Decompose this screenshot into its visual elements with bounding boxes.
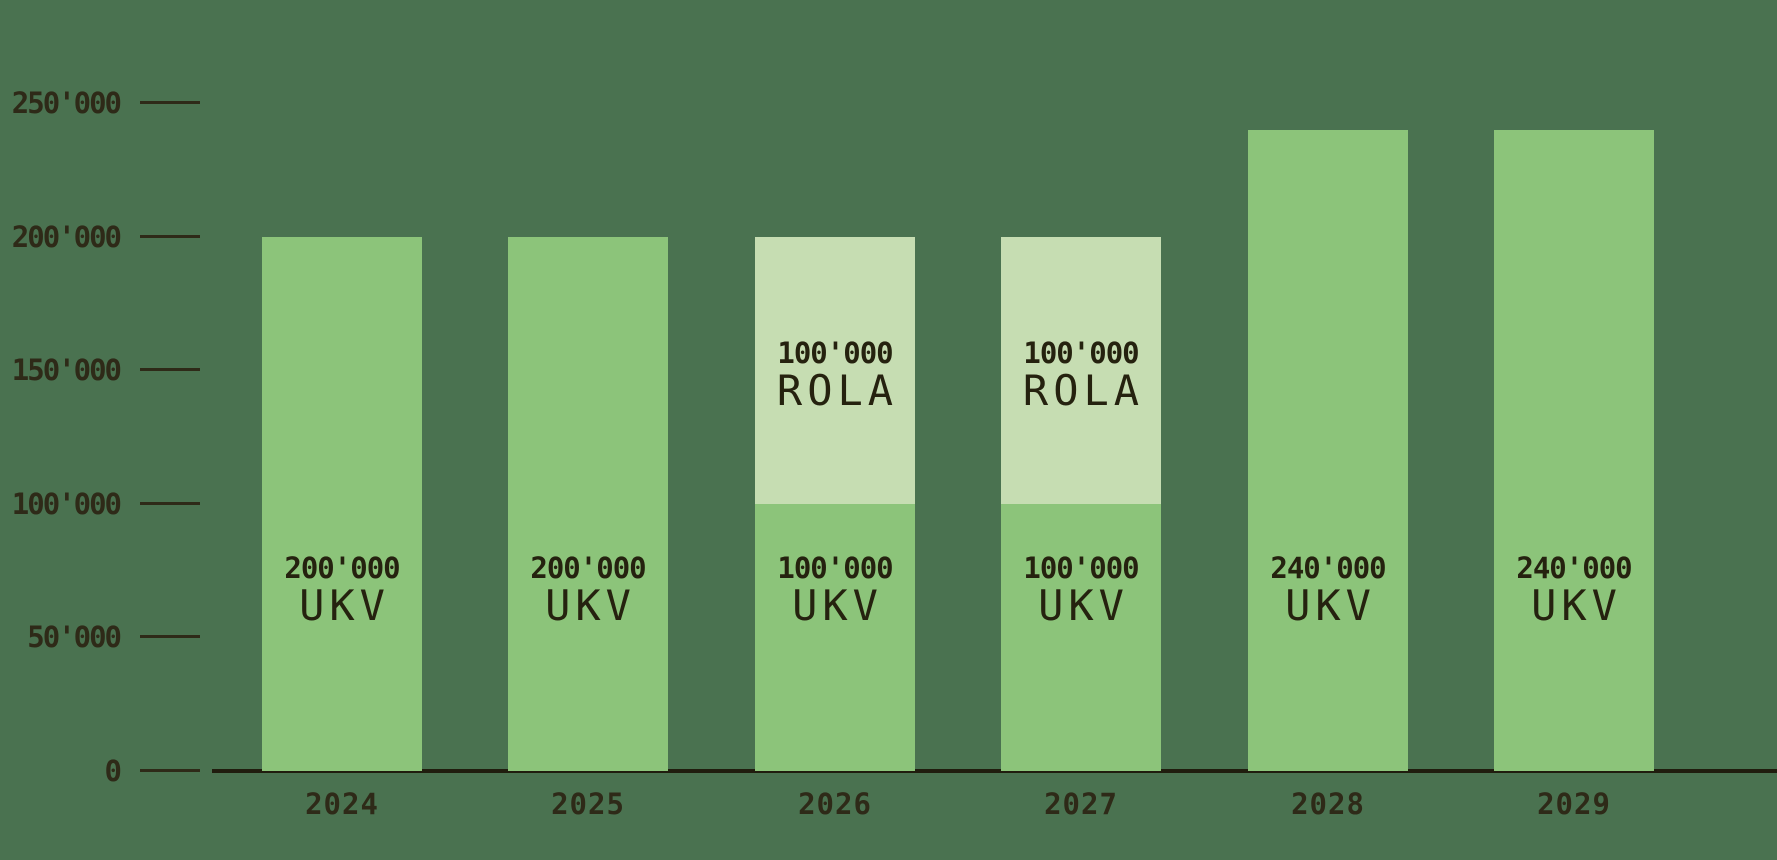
bar-label-ukv-2024: 200'000 UKV xyxy=(262,553,422,629)
bar-label-value: 240'000 xyxy=(1516,551,1632,585)
bar-label-value: 100'000 xyxy=(1023,336,1139,370)
bar-segment-ukv-2024 xyxy=(262,236,422,771)
y-tick-label-0: 0 xyxy=(104,754,122,788)
bar-2024 xyxy=(262,236,422,771)
bar-label-ukv-2026: 100'000 UKV xyxy=(755,553,915,629)
bar-2026 xyxy=(755,236,915,771)
bar-label-series: UKV xyxy=(299,581,390,630)
bar-label-value: 100'000 xyxy=(777,551,893,585)
x-tick-label-2024: 2024 xyxy=(305,787,379,821)
bar-segment-ukv-2025 xyxy=(508,236,668,771)
bar-label-ukv-2025: 200'000 UKV xyxy=(508,553,668,629)
bar-label-ukv-2028: 240'000 UKV xyxy=(1248,553,1408,629)
bar-label-ukv-2027: 100'000 UKV xyxy=(1001,553,1161,629)
bar-2027 xyxy=(1001,236,1161,771)
bar-label-series: UKV xyxy=(545,581,636,630)
bar-segment-rola-2027 xyxy=(1001,236,1161,504)
y-tick-mark-0 xyxy=(140,769,200,772)
bar-label-value: 100'000 xyxy=(777,336,893,370)
x-tick-label-2029: 2029 xyxy=(1537,787,1611,821)
bar-2029 xyxy=(1494,129,1654,771)
bar-label-series: ROLA xyxy=(1022,366,1145,415)
y-tick-label-200'000: 200'000 xyxy=(11,219,122,254)
bar-segment-ukv-2026 xyxy=(755,503,915,771)
bar-label-value: 240'000 xyxy=(1270,551,1386,585)
y-tick-mark-50'000 xyxy=(140,635,200,639)
bar-label-ukv-2029: 240'000 UKV xyxy=(1494,553,1654,629)
bar-2025 xyxy=(508,236,668,771)
x-tick-label-2025: 2025 xyxy=(551,787,625,821)
y-tick-label-50'000: 50'000 xyxy=(27,620,122,655)
bar-label-series: UKV xyxy=(1531,581,1622,630)
bar-label-series: UKV xyxy=(1285,581,1376,630)
x-tick-label-2028: 2028 xyxy=(1291,787,1365,821)
bar-label-value: 200'000 xyxy=(284,551,400,585)
bar-segment-rola-2026 xyxy=(755,236,915,504)
y-tick-mark-100'000 xyxy=(140,501,200,505)
x-axis-line xyxy=(212,769,1777,773)
y-tick-mark-250'000 xyxy=(140,101,200,104)
bar-label-value: 100'000 xyxy=(1023,551,1139,585)
y-tick-label-100'000: 100'000 xyxy=(11,486,122,521)
bar-label-rola-2027: 100'000 ROLA xyxy=(1001,338,1161,414)
bar-label-series: UKV xyxy=(792,581,883,630)
bar-segment-ukv-2028 xyxy=(1248,129,1408,771)
bar-label-value: 200'000 xyxy=(530,551,646,585)
y-tick-mark-200'000 xyxy=(140,234,200,238)
y-tick-label-150'000: 150'000 xyxy=(11,353,122,388)
bar-label-series: ROLA xyxy=(776,366,899,415)
bar-segment-ukv-2029 xyxy=(1494,129,1654,771)
x-tick-label-2026: 2026 xyxy=(798,787,872,821)
y-tick-label-250'000: 250'000 xyxy=(11,86,122,120)
bar-label-rola-2026: 100'000 ROLA xyxy=(755,338,915,414)
x-tick-label-2027: 2027 xyxy=(1044,787,1118,821)
bar-segment-ukv-2027 xyxy=(1001,503,1161,771)
y-tick-mark-150'000 xyxy=(140,368,200,372)
bar-2028 xyxy=(1248,129,1408,771)
bar-label-series: UKV xyxy=(1038,581,1129,630)
